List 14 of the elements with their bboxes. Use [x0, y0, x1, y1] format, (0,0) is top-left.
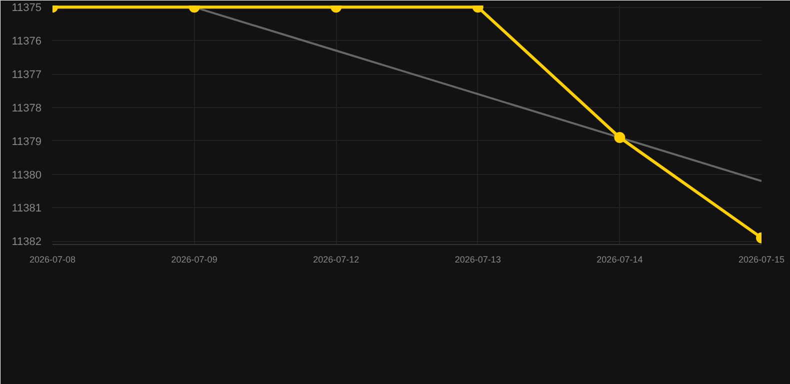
x-tick-label: 2026-07-15 [738, 254, 785, 264]
y-tick-label: 11377 [12, 69, 42, 82]
x-tick-label: 2026-07-13 [454, 254, 501, 264]
y-tick-label: 11382 [12, 236, 42, 248]
y-tick-label: 11380 [12, 169, 42, 182]
y-tick-label: 11381 [12, 202, 42, 215]
y-tick-label: 11379 [12, 136, 42, 148]
x-tick-label: 2026-07-09 [171, 254, 218, 264]
y-tick-label: 11375 [12, 2, 42, 14]
x-tick-label: 2026-07-12 [313, 254, 360, 264]
x-tick-label: 2026-07-14 [596, 254, 643, 264]
x-tick-label: 2026-07-08 [29, 254, 76, 264]
y-tick-label: 11376 [12, 36, 42, 48]
y-tick-label: 11378 [12, 102, 42, 114]
